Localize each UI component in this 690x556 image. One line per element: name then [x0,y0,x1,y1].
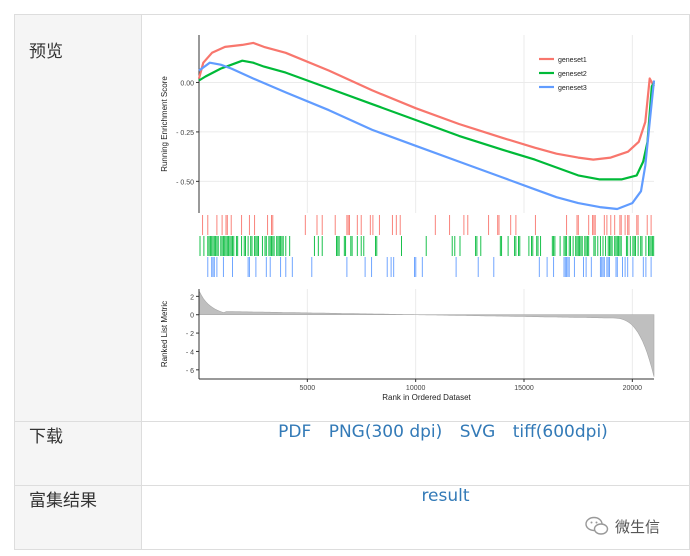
download-svg-link[interactable]: SVG [459,422,496,442]
x-tick-label-2: 15000 [514,385,534,392]
bottom-y-axis-title: Ranked List Metric [160,301,169,367]
bottom-y-tick-label-2: - 2 [186,331,194,338]
x-tick-label-0: 5000 [300,385,316,392]
bottom-y-tick-label-4: - 6 [186,368,194,375]
download-label: 下载 [29,427,63,447]
legend-label-geneset2: geneset2 [558,71,587,78]
enrichment-cell: result [141,485,690,550]
watermark: 微生信 [585,514,660,538]
top-y-axis-title: Running Enrichment Score [160,76,169,172]
download-png-link[interactable]: PNG(300 dpi) [328,422,443,442]
legend-label-geneset1: geneset1 [558,57,587,64]
bottom-y-tick-label-3: - 4 [186,349,194,356]
top-y-tick-label-1: - 0.25 [176,130,194,137]
series-line-geneset2 [198,59,655,181]
top-y-tick-label-2: - 0.50 [176,179,194,186]
gsea-plot: 0.00 - 0.25 - 0.50 Running Enrichment Score… [160,35,656,402]
preview-label-cell: 预览 [14,14,142,422]
preview-cell: 0.00 - 0.25 - 0.50 Running Enrichment Score… [141,14,690,422]
x-tick-label-1: 10000 [406,385,426,392]
result-wrap: result [142,486,689,506]
series-line-geneset3 [198,61,656,211]
preview-label: 预览 [29,42,63,62]
ranked-metric-area [198,290,655,377]
top-y-tick-label-0: 0.00 [180,80,194,87]
bottom-y-tick-label-0: 2 [190,294,194,301]
watermark-text: 微生信 [615,517,661,536]
download-tiff-link[interactable]: tiff(600dpi) [512,422,608,442]
x-tick-label-3: 20000 [623,385,643,392]
legend-label-geneset3: geneset3 [558,85,587,92]
download-row: 下载 PDF PNG(300 dpi) SVG tiff(600dpi) [14,421,690,486]
download-links: PDF PNG(300 dpi) SVG tiff(600dpi) [142,422,689,442]
enrichment-label: 富集结果 [29,491,97,511]
preview-row: 预览 0.00 - 0.25 - 0.50 Running Enrichment Sc… [14,14,690,422]
download-pdf-link[interactable]: PDF [278,422,312,442]
result-link[interactable]: result [421,486,470,506]
info-table: 预览 0.00 - 0.25 - 0.50 Running Enrichment Sc… [14,14,690,550]
x-axis-title: Rank in Ordered Dataset [382,393,471,402]
wechat-icon [585,516,609,535]
bottom-y-tick-label-1: 0 [190,313,194,320]
enrichment-label-cell: 富集结果 [14,485,142,550]
enrichment-row: 富集结果 result [14,485,690,550]
download-label-cell: 下载 [14,421,142,486]
series-line-geneset1 [197,41,655,161]
download-cell: PDF PNG(300 dpi) SVG tiff(600dpi) [141,421,690,486]
